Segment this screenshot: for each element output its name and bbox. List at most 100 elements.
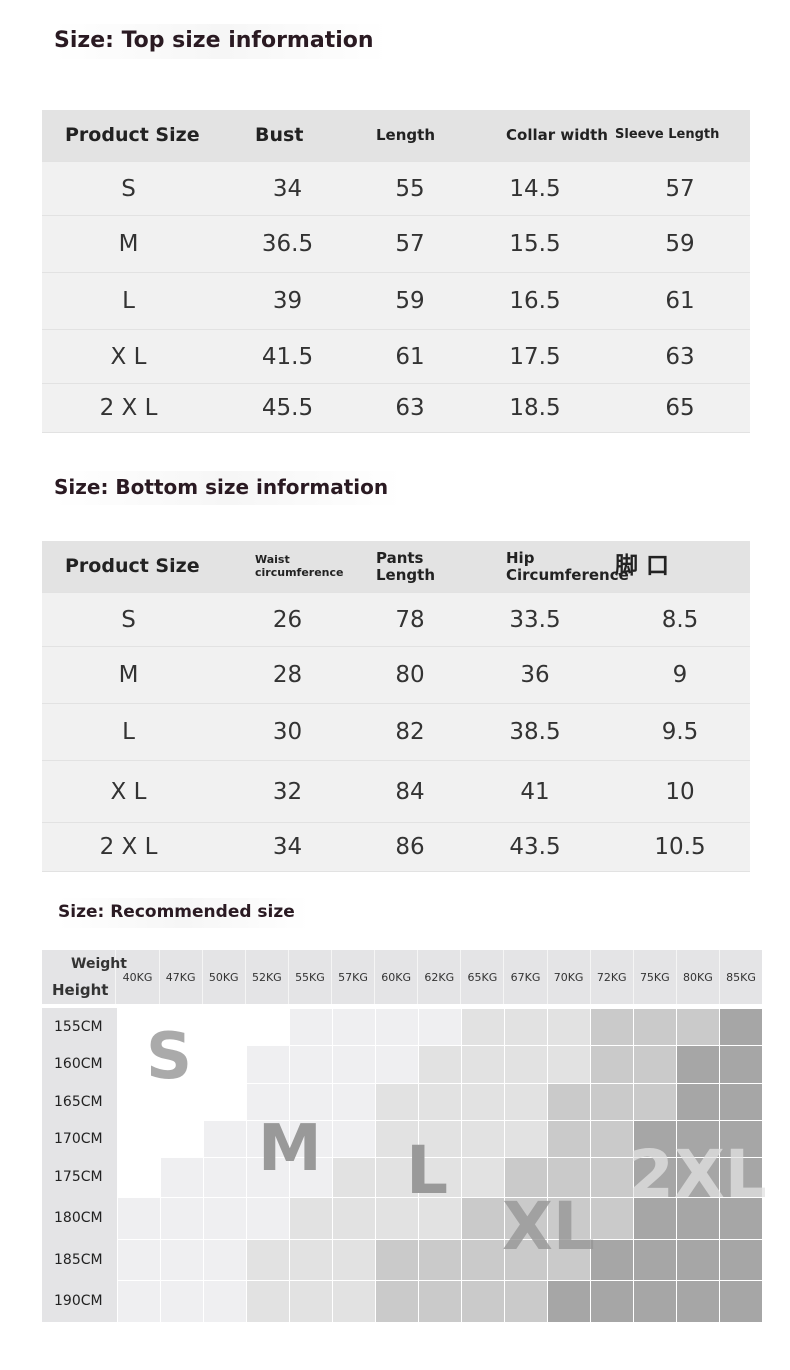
table-row: M 36.5 57 15.5 59 — [42, 216, 750, 273]
grid-cell — [719, 1045, 762, 1083]
grid-cell — [633, 1280, 676, 1322]
grid-cell — [418, 1157, 461, 1197]
grid-cell — [160, 1045, 203, 1083]
table-cell: 10.5 — [654, 834, 706, 860]
grid-cell — [203, 1239, 246, 1280]
grid-cell — [547, 1280, 590, 1322]
grid-cell — [461, 1045, 504, 1083]
table-cell: 33.5 — [509, 606, 561, 633]
grid-cell — [289, 1239, 332, 1280]
grid-cell — [547, 1083, 590, 1120]
table-cell: 61 — [665, 288, 695, 314]
grid-cell — [418, 1045, 461, 1083]
grid-cell — [504, 1083, 547, 1120]
column-header: 脚 口 — [615, 552, 670, 579]
grid-cell — [289, 1083, 332, 1120]
grid-cell — [676, 1197, 719, 1239]
table-cell: 17.5 — [509, 343, 561, 370]
table-cell: 15.5 — [509, 231, 561, 257]
table-cell: 14.5 — [509, 175, 561, 202]
grid-cell — [719, 1239, 762, 1280]
height-row: 190CM — [42, 1280, 762, 1322]
grid-cell — [547, 1120, 590, 1157]
grid-cell — [246, 1280, 289, 1322]
grid-cell — [633, 1157, 676, 1197]
table-cell: 34 — [272, 175, 303, 202]
grid-cell — [203, 1157, 246, 1197]
weight-header: 75KG — [632, 950, 676, 1004]
table-row: L 30 82 38.5 9.5 — [42, 704, 750, 761]
table-row: 2 X L 45.5 63 18.5 65 — [42, 384, 750, 433]
table-cell: 9.5 — [661, 719, 699, 745]
grid-cell — [633, 1239, 676, 1280]
grid-cell — [246, 1157, 289, 1197]
grid-cell — [590, 1280, 633, 1322]
column-header: Hip Circumference — [506, 549, 629, 584]
grid-cell — [375, 1083, 418, 1120]
recommended-size-grid: Weight Height 40KG 47KG 50KG 52KG 55KG 57KG 60KG… — [42, 950, 762, 1322]
table-cell: 86 — [395, 834, 425, 860]
grid-cell — [676, 1120, 719, 1157]
height-label-cell: 170CM — [42, 1120, 117, 1157]
height-row: 155CM — [42, 1008, 762, 1045]
weight-header: 57KG — [330, 950, 374, 1004]
grid-cell — [375, 1239, 418, 1280]
grid-cell — [160, 1083, 203, 1120]
zone-label-l: L — [406, 1132, 449, 1209]
grid-cell — [504, 1120, 547, 1157]
column-header: Pants Length — [376, 549, 435, 584]
weight-header: 70KG — [546, 950, 590, 1004]
grid-cell — [719, 1280, 762, 1322]
grid-cell — [160, 1157, 203, 1197]
height-label-cell: 185CM — [42, 1239, 117, 1280]
zone-label-xl: XL — [502, 1188, 595, 1265]
height-label-cell: 190CM — [42, 1280, 117, 1322]
grid-cell — [203, 1083, 246, 1120]
grid-cell — [418, 1280, 461, 1322]
grid-cell — [375, 1157, 418, 1197]
zone-label-m: M — [258, 1112, 322, 1186]
grid-cell — [504, 1239, 547, 1280]
table-cell: 9 — [672, 662, 688, 688]
grid-cell — [289, 1197, 332, 1239]
height-label-cell: 160CM — [42, 1045, 117, 1083]
weight-header: 60KG — [374, 950, 417, 1004]
grid-cell — [289, 1008, 332, 1045]
grid-cell — [117, 1083, 160, 1120]
table-cell: 10 — [665, 778, 695, 805]
grid-cell — [676, 1083, 719, 1120]
zone-label-s: S — [146, 1020, 193, 1094]
grid-cell — [547, 1197, 590, 1239]
table-row: S 26 78 33.5 8.5 — [42, 593, 750, 647]
grid-cell — [504, 1008, 547, 1045]
grid-cell — [590, 1008, 633, 1045]
grid-cell — [676, 1239, 719, 1280]
bottom-size-table: Product Size Waist circumference Pants Len… — [42, 541, 750, 872]
table-row: S 34 55 14.5 57 — [42, 162, 750, 216]
table-cell: 59 — [395, 288, 425, 314]
table-cell: 32 — [272, 778, 303, 805]
weight-header: 85KG — [718, 950, 762, 1004]
grid-cell — [461, 1239, 504, 1280]
zone-label-2xl: 2XL — [628, 1136, 767, 1213]
grid-cell — [504, 1045, 547, 1083]
grid-cell — [676, 1280, 719, 1322]
table-cell: 30 — [272, 719, 303, 745]
grid-cell — [246, 1239, 289, 1280]
table-cell: 2 X L — [99, 395, 158, 421]
table-cell: L — [122, 288, 135, 314]
column-header: Bust — [255, 124, 304, 147]
grid-cell — [375, 1120, 418, 1157]
grid-cell — [246, 1083, 289, 1120]
weight-header: 55KG — [287, 950, 331, 1004]
height-label: Height — [52, 981, 109, 999]
weight-header: 50KG — [201, 950, 245, 1004]
grid-cell — [633, 1083, 676, 1120]
height-row: 180CM — [42, 1197, 762, 1239]
height-row: 175CM — [42, 1157, 762, 1197]
grid-cell — [418, 1008, 461, 1045]
table-cell: 41.5 — [261, 343, 314, 370]
grid-cell — [289, 1120, 332, 1157]
grid-cell — [547, 1157, 590, 1197]
grid-cell — [633, 1197, 676, 1239]
